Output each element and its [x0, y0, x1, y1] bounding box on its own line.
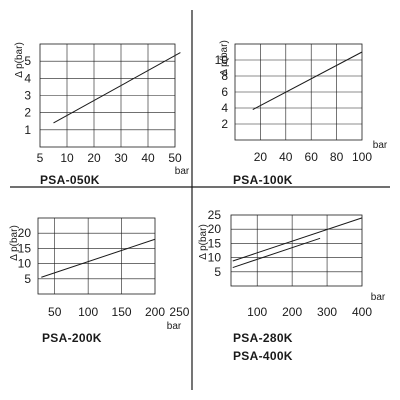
y-tick-label: 20	[208, 222, 222, 236]
chart-panel-2: 20 40 60 80 100 2 4 6 8 10 bar Δ p(bar) PSA-100K	[215, 40, 388, 187]
plot-frame	[39, 43, 176, 148]
y-tick-label: 5	[214, 265, 221, 279]
y-tick-label: 10	[208, 251, 222, 265]
x-tick-label: 40	[279, 150, 293, 164]
y-tick-label: 10	[215, 53, 229, 67]
x-tick-label: 100	[247, 305, 267, 319]
model-title: PSA-280K	[233, 331, 293, 345]
y-tick-label: 4	[24, 71, 31, 85]
y-tick-label: 5	[24, 272, 31, 286]
plot-frame	[37, 217, 156, 295]
x-tick-label: 10	[60, 151, 74, 165]
series-line-1	[232, 217, 363, 262]
chart-panel-1: 5 10 20 30 40 50 1 2 3 4 5 bar Δ p(bar) PSA-050K	[14, 42, 190, 187]
x-tick-label: 200	[145, 305, 165, 319]
plot-frame	[234, 43, 363, 141]
x-tick-label: 5	[37, 151, 44, 165]
y-tick-label: 4	[221, 101, 228, 115]
x-tick-label: 200	[282, 305, 302, 319]
x-tick-label: 50	[168, 151, 182, 165]
model-title: PSA-200K	[42, 331, 102, 345]
y-tick-label: 2	[221, 117, 228, 131]
y-tick-label: 25	[208, 208, 222, 222]
x-axis-label: bar	[167, 321, 182, 332]
series-line-1	[53, 52, 181, 124]
x-axis-label: bar	[373, 140, 388, 151]
y-tick-label: 2	[24, 106, 31, 120]
y-tick-label: 5	[24, 54, 31, 68]
x-tick-label: 100	[78, 305, 98, 319]
y-tick-label: 3	[24, 89, 31, 103]
x-axis-label: bar	[175, 166, 190, 177]
x-tick-label: 150	[112, 305, 132, 319]
y-axis-label: Δ p(bar)	[14, 42, 25, 78]
x-axis-label: bar	[371, 292, 386, 303]
x-tick-label: 300	[317, 305, 337, 319]
y-tick-label: 10	[18, 257, 32, 271]
y-axis-label: Δ p(bar)	[9, 225, 20, 261]
y-axis-label: Δ p(bar)	[198, 224, 209, 260]
y-tick-label: 15	[18, 241, 32, 255]
x-tick-label: 20	[254, 150, 268, 164]
x-tick-label: 40	[141, 151, 155, 165]
x-tick-label: 250	[169, 305, 189, 319]
x-tick-label: 100	[352, 150, 372, 164]
x-tick-label: 20	[87, 151, 101, 165]
x-tick-label: 400	[352, 305, 372, 319]
model-title: PSA-050K	[40, 173, 100, 187]
model-title-secondary: PSA-400K	[233, 349, 293, 363]
y-axis-label: Δ p(bar)	[219, 40, 230, 76]
y-tick-label: 8	[221, 69, 228, 83]
x-tick-label: 80	[330, 150, 344, 164]
series-line-1	[252, 51, 363, 111]
y-tick-label: 1	[24, 123, 31, 137]
y-tick-label: 20	[18, 226, 32, 240]
plot-frame	[230, 214, 363, 287]
x-tick-label: 50	[48, 305, 62, 319]
series-line-2	[232, 237, 321, 269]
y-tick-label: 15	[208, 236, 222, 250]
x-tick-label: 60	[305, 150, 319, 164]
y-tick-label: 6	[221, 85, 228, 99]
x-tick-label: 30	[114, 151, 128, 165]
model-title: PSA-100K	[233, 173, 293, 187]
series-line-1	[41, 238, 156, 278]
